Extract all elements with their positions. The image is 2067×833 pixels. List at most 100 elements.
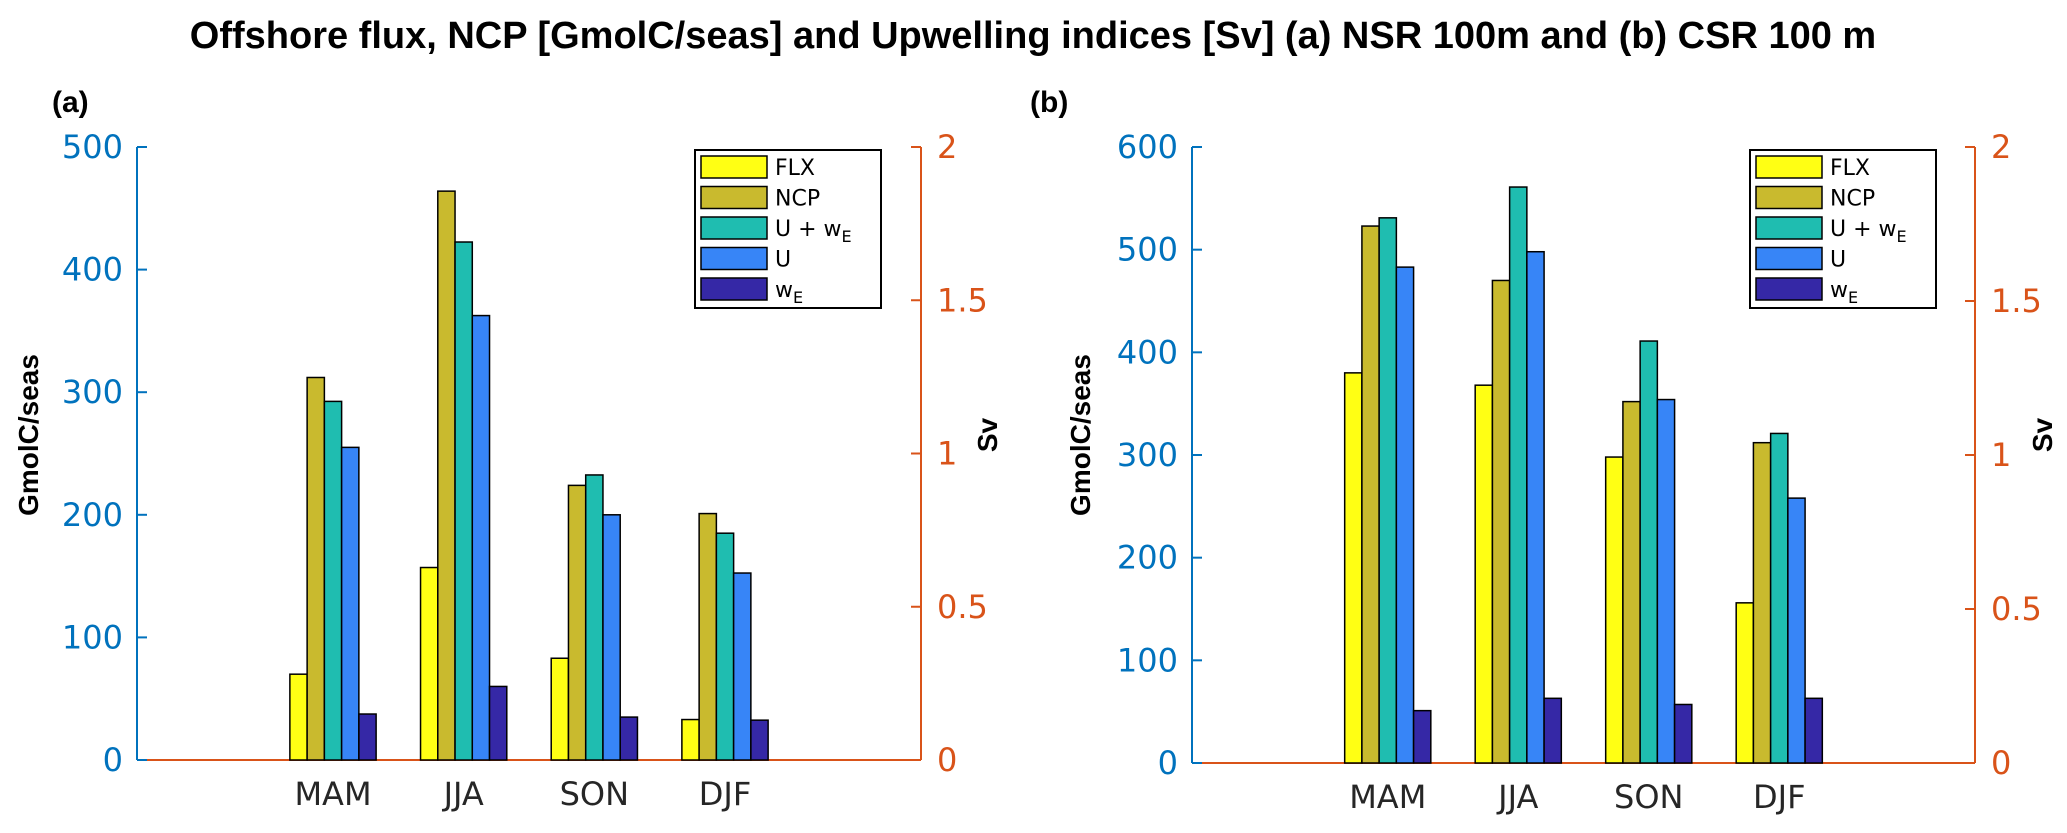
right-tick-label: 0.5 bbox=[937, 588, 988, 626]
bar-flx bbox=[550, 657, 570, 761]
legend-label-text: U bbox=[1830, 248, 1846, 273]
legend-label: FLX bbox=[1830, 156, 1870, 181]
legend-label-text: U + w bbox=[775, 217, 842, 242]
legend-label-text: NCP bbox=[1830, 187, 1875, 212]
legend-label: NCP bbox=[1830, 187, 1875, 212]
bar-uwe bbox=[454, 241, 474, 761]
legend-label-subscript: E bbox=[793, 288, 803, 307]
left-tick-label: 200 bbox=[62, 496, 123, 534]
legend-label: U + wE bbox=[1830, 217, 1907, 246]
right-tick-label: 0 bbox=[937, 741, 957, 779]
bar-ncp bbox=[1361, 225, 1380, 764]
legend-label: wE bbox=[1830, 278, 1858, 307]
left-tick-label: 100 bbox=[62, 618, 123, 656]
bar-we bbox=[1543, 697, 1563, 764]
bar-flx bbox=[419, 566, 439, 761]
legend-label-text: NCP bbox=[775, 187, 820, 212]
bar-ncp bbox=[1622, 400, 1641, 764]
left-tick-label: 100 bbox=[1117, 641, 1178, 679]
bar-uwe bbox=[1508, 186, 1528, 764]
right-tick-label: 2 bbox=[937, 128, 957, 166]
category-label: MAM bbox=[1349, 778, 1426, 816]
bar-uwe bbox=[323, 400, 343, 761]
legend-label-subscript: E bbox=[1848, 288, 1858, 307]
bar-flx bbox=[289, 673, 308, 761]
right-tick-label: 1.5 bbox=[937, 281, 988, 319]
bar-we bbox=[488, 685, 508, 761]
bar-flx bbox=[1604, 456, 1624, 764]
right-tick-label: 1 bbox=[937, 435, 957, 473]
right-tick-label: 0 bbox=[1991, 744, 2011, 782]
left-tick-label: 300 bbox=[1117, 436, 1178, 474]
left-tick-label: 300 bbox=[62, 373, 123, 411]
bar-we bbox=[1412, 709, 1432, 764]
legend-swatch bbox=[1755, 155, 1823, 179]
bar-ncp bbox=[1491, 279, 1511, 764]
y-axis-label-right: Sv bbox=[972, 417, 1003, 452]
bar-flx bbox=[1343, 372, 1363, 764]
left-tick-label: 200 bbox=[1117, 539, 1178, 577]
left-tick-label: 500 bbox=[1117, 231, 1178, 269]
bar-uwe bbox=[1769, 432, 1789, 764]
legend-label: U + wE bbox=[775, 217, 852, 246]
left-tick-label: 500 bbox=[62, 128, 123, 166]
legend-label: wE bbox=[775, 278, 803, 307]
bar-ncp bbox=[1752, 441, 1772, 764]
legend-label-text: w bbox=[775, 278, 793, 303]
y-axis-label: GmolC/seas bbox=[1065, 354, 1096, 516]
right-tick-label: 0.5 bbox=[1991, 590, 2042, 628]
left-tick-label: 0 bbox=[103, 741, 123, 779]
legend-swatch bbox=[1755, 185, 1823, 210]
legend-label-text: FLX bbox=[775, 156, 815, 181]
bar-flx bbox=[681, 718, 700, 761]
y-axis-label-right: Sv bbox=[2027, 417, 2058, 452]
legend-swatch bbox=[700, 246, 768, 271]
figure-title: Offshore flux, NCP [GmolC/seas] and Upwe… bbox=[190, 15, 1876, 57]
bar-u bbox=[1526, 250, 1545, 764]
bar-u bbox=[1787, 497, 1806, 764]
legend-label: NCP bbox=[775, 187, 820, 212]
bar-we bbox=[619, 716, 639, 761]
category-label: SON bbox=[1614, 778, 1683, 816]
bar-u bbox=[602, 514, 621, 761]
bar-uwe bbox=[1639, 340, 1659, 764]
legend-label: FLX bbox=[775, 156, 815, 181]
bar-we bbox=[358, 713, 377, 761]
legend-swatch bbox=[1755, 216, 1823, 240]
bar-u bbox=[340, 446, 360, 761]
bar-we bbox=[750, 719, 769, 761]
legend-swatch bbox=[1755, 277, 1823, 301]
legend-swatch bbox=[700, 185, 768, 210]
bar-uwe bbox=[584, 474, 604, 761]
left-tick-label: 400 bbox=[62, 251, 123, 289]
legend-label-subscript: E bbox=[842, 227, 852, 246]
left-tick-label: 400 bbox=[1117, 333, 1178, 371]
right-tick-label: 1 bbox=[1991, 436, 2011, 474]
bar-we bbox=[1804, 697, 1824, 764]
legend-label-subscript: E bbox=[1897, 227, 1907, 246]
panel-b: (b) 0 100 200 300 400 500 600 0 0.5 1 1.5 2 GmolC/sea… bbox=[1030, 86, 2058, 816]
category-label: JJA bbox=[1496, 778, 1538, 816]
panel-label: (b) bbox=[1030, 86, 1068, 119]
legend-label: U bbox=[1830, 248, 1846, 273]
legend-swatch bbox=[700, 155, 768, 179]
legend-label-text: U + w bbox=[1830, 217, 1897, 242]
bar-u bbox=[1395, 266, 1415, 764]
bar-u bbox=[1656, 398, 1676, 764]
right-tick-label: 2 bbox=[1991, 128, 2011, 166]
bar-ncp bbox=[306, 376, 326, 761]
legend-label-text: FLX bbox=[1830, 156, 1870, 181]
bar-flx bbox=[1735, 602, 1755, 764]
right-tick-label: 1.5 bbox=[1991, 282, 2042, 320]
bar-flx bbox=[1474, 384, 1494, 764]
bar-we bbox=[1673, 703, 1693, 764]
left-tick-label: 0 bbox=[1158, 744, 1178, 782]
bar-uwe bbox=[1378, 217, 1398, 764]
panel-label: (a) bbox=[52, 86, 89, 119]
legend-label-text: U bbox=[775, 248, 791, 273]
panel-a: (a) 0 100 200 300 400 500 0 0.5 1 1.5 2 GmolC/seas Sv… bbox=[13, 86, 1003, 813]
legend-swatch bbox=[700, 277, 768, 301]
bar-u bbox=[471, 314, 491, 761]
category-label: SON bbox=[560, 775, 629, 813]
